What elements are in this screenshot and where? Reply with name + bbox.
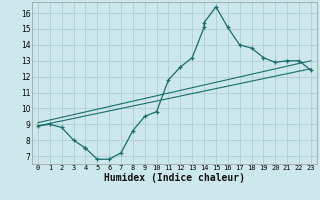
X-axis label: Humidex (Indice chaleur): Humidex (Indice chaleur) bbox=[104, 173, 245, 183]
